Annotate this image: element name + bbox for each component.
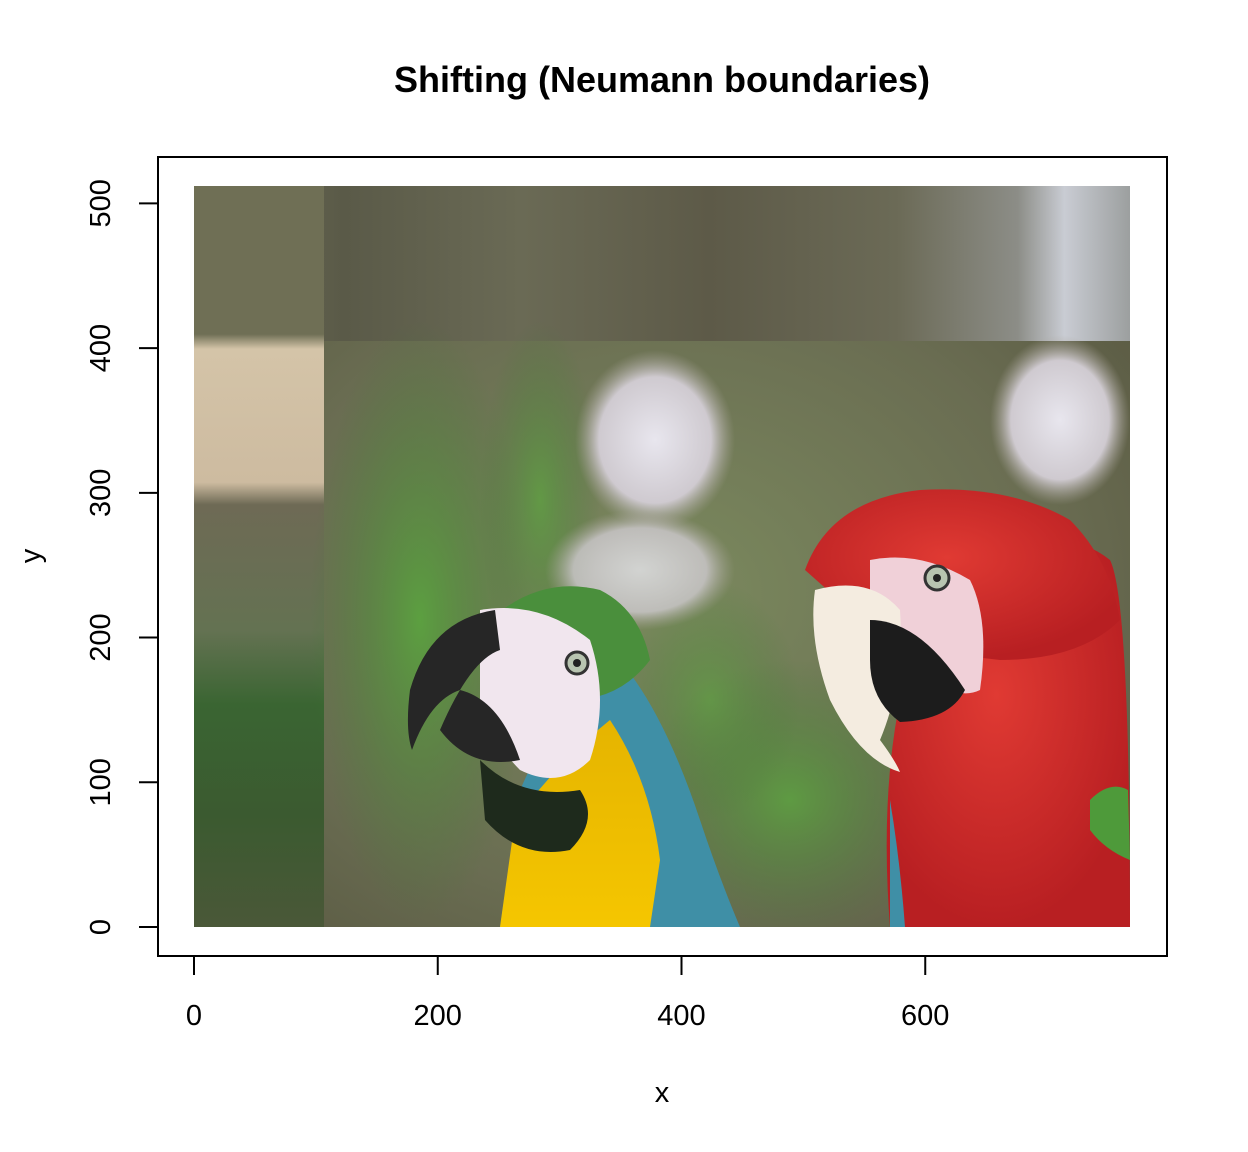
y-tick-label: 200 [85,613,117,661]
x-tick-label: 200 [414,1000,462,1032]
image-raster [194,186,1130,927]
y-axis: 0 100 200 300 400 500 [85,179,159,935]
y-tick-label: 300 [85,469,117,517]
x-tick-label: 0 [186,1000,202,1032]
x-axis: 0 200 400 600 [186,955,949,1032]
y-tick-label: 0 [85,919,117,935]
y-tick-label: 500 [85,179,117,227]
x-tick-label: 400 [657,1000,705,1032]
y-tick-label: 100 [85,758,117,806]
y-tick-label: 400 [85,324,117,372]
y-axis-label: y [15,548,47,563]
chart-title: Shifting (Neumann boundaries) [394,59,930,100]
x-tick-label: 600 [901,1000,949,1032]
x-axis-label: x [655,1077,670,1109]
